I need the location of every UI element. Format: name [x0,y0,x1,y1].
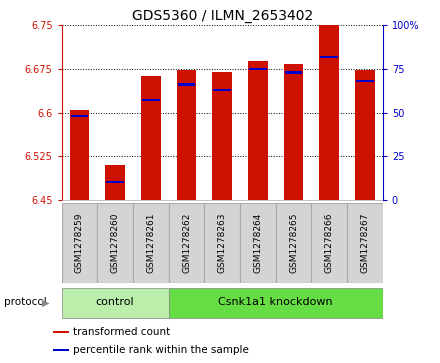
Bar [319,25,339,200]
Bar [178,83,195,86]
Bar [105,165,125,200]
Text: control: control [96,297,135,307]
Text: ▶: ▶ [42,297,50,307]
Bar [62,203,97,283]
Bar [356,80,374,82]
Text: GSM1278263: GSM1278263 [218,213,227,273]
Bar [284,64,304,200]
Text: GSM1278266: GSM1278266 [325,213,334,273]
Text: protocol: protocol [4,297,47,307]
Bar [355,70,375,200]
Bar [285,71,302,74]
Bar [248,61,268,200]
Bar [142,99,160,102]
Bar [97,203,133,283]
Bar [213,89,231,91]
Text: Csnk1a1 knockdown: Csnk1a1 knockdown [218,297,333,307]
Bar [249,68,267,70]
Bar [133,203,169,283]
Text: GSM1278260: GSM1278260 [110,213,120,273]
Bar [169,288,383,318]
Bar [53,331,69,333]
Bar [213,73,232,200]
Bar [240,203,276,283]
Text: GSM1278267: GSM1278267 [360,213,370,273]
Text: GSM1278261: GSM1278261 [147,213,155,273]
Bar [70,115,88,117]
Text: GSM1278265: GSM1278265 [289,213,298,273]
Bar [276,203,312,283]
Bar [62,288,169,318]
Text: GSM1278259: GSM1278259 [75,213,84,273]
Bar [169,203,204,283]
Bar [312,203,347,283]
Bar [53,349,69,351]
Title: GDS5360 / ILMN_2653402: GDS5360 / ILMN_2653402 [132,9,313,23]
Bar [106,181,124,183]
Bar [141,76,161,200]
Bar [204,203,240,283]
Bar [320,56,338,58]
Text: percentile rank within the sample: percentile rank within the sample [73,345,249,355]
Bar [70,110,89,200]
Bar [177,70,196,200]
Bar [347,203,383,283]
Text: GSM1278262: GSM1278262 [182,213,191,273]
Text: transformed count: transformed count [73,327,170,337]
Text: GSM1278264: GSM1278264 [253,213,262,273]
